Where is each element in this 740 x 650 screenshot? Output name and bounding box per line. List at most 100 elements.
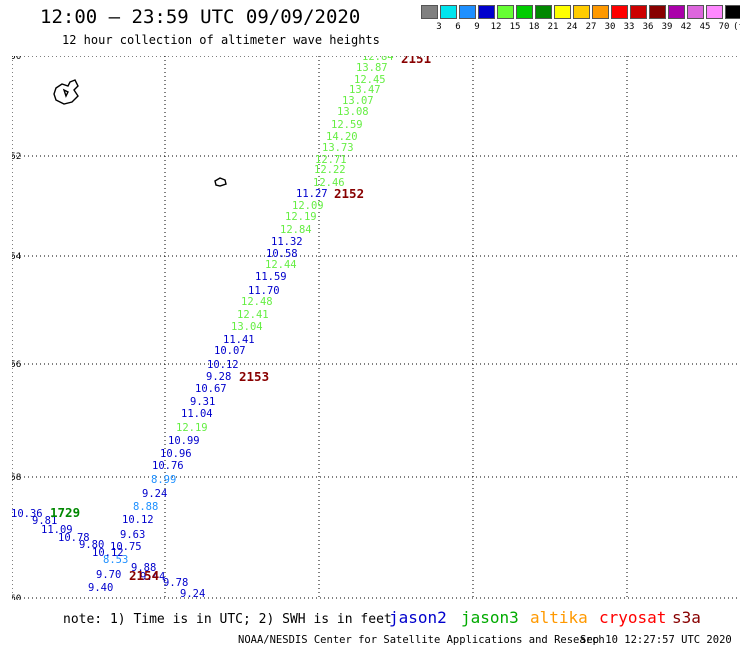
wave-height-reading: 11.70: [248, 285, 280, 297]
colorbar-swatch: [478, 5, 495, 19]
wave-height-reading: 10.76: [152, 460, 184, 472]
colorbar-label: (ft): [733, 22, 740, 32]
colorbar-swatch: [535, 5, 552, 19]
colorbar-swatch: [421, 5, 438, 19]
latitude-label: -54: [12, 252, 21, 262]
colorbar-label: 45: [699, 22, 711, 32]
wave-height-reading: 9.78: [163, 577, 188, 589]
wave-height-reading: 14.20: [326, 131, 358, 143]
track-time-label: 1729: [50, 505, 80, 520]
generation-timestamp: Sep 10 12:27:57 UTC 2020: [580, 634, 732, 646]
wave-height-reading: 9.63: [120, 529, 145, 541]
wave-height-reading: 11.27: [296, 188, 328, 200]
colorbar-label: 36: [642, 22, 654, 32]
wave-height-reading: 13.87: [356, 62, 388, 74]
lat-lon-grid: [12, 56, 740, 600]
map-subtitle: 12 hour collection of altimeter wave hei…: [62, 33, 380, 47]
wave-height-reading: 9.40: [88, 582, 113, 594]
colorbar-label: 18: [528, 22, 540, 32]
wave-height-reading: 9.24: [142, 488, 167, 500]
colorbar-swatch: [630, 5, 647, 19]
wave-height-reading: 13.47: [349, 84, 381, 96]
campbell-island-coastline: [214, 177, 227, 187]
coastline: [53, 79, 227, 187]
wave-height-reading: 11.59: [255, 271, 287, 283]
latitude-label: -60: [12, 594, 21, 600]
track-time-label: 2152: [334, 186, 364, 201]
legend-s3a: s3a: [672, 608, 701, 627]
wave-height-reading: 10.67: [195, 383, 227, 395]
wave-height-reading: 9.81: [32, 515, 57, 527]
colorbar-swatch: [497, 5, 514, 19]
map-background: [12, 56, 740, 600]
legend-jason3: jason3: [461, 608, 519, 627]
wave-height-reading: 12.59: [331, 119, 363, 131]
wave-height-reading: 12.84: [362, 56, 394, 63]
legend-altika: altika: [530, 608, 588, 627]
latitude-label: -50: [12, 56, 21, 62]
wave-height-reading: 12.09: [292, 200, 324, 212]
colorbar-label: 21: [547, 22, 559, 32]
wave-height-reading: 9.28: [206, 371, 231, 383]
wave-height-reading: 10.12: [207, 359, 239, 371]
wave-height-reading: 8.53: [103, 554, 128, 566]
wave-height-reading: 9.44: [140, 571, 165, 583]
colorbar-label: 42: [680, 22, 692, 32]
legend-jason2: jason2: [389, 608, 447, 627]
legend-cryosat: cryosat: [599, 608, 667, 627]
colorbar-swatch: [611, 5, 628, 19]
wave-height-reading: 13.73: [322, 142, 354, 154]
wave-height-reading: 10.78: [58, 532, 90, 544]
credit-line: NOAA/NESDIS Center for Satellite Applica…: [238, 634, 605, 646]
colorbar-label: 9: [474, 22, 480, 32]
wave-height-reading: 12.46: [313, 177, 345, 189]
auckland-islands-coastline: [53, 79, 79, 105]
wave-height-reading: 10.58: [266, 248, 298, 260]
wave-height-reading: 9.70: [96, 569, 121, 581]
colorbar-label: 24: [566, 22, 578, 32]
track-time-label: 2153: [239, 369, 269, 384]
wave-height-reading: 13.04: [231, 321, 263, 333]
wave-height-reading: 12.71: [315, 154, 347, 166]
wave-height-reading: 8.88: [133, 501, 158, 513]
colorbar-label: 27: [585, 22, 597, 32]
wave-height-reading: 12.48: [241, 296, 273, 308]
colorbar-swatch: [725, 5, 740, 19]
wave-height-reading: 11.32: [271, 236, 303, 248]
wave-height-reading: 9.80: [79, 539, 104, 551]
latitude-label: -58: [12, 473, 21, 483]
wave-height-reading: 13.08: [337, 106, 369, 118]
wave-height-reading: 11.04: [181, 408, 213, 420]
wave-height-reading: 10.12: [122, 514, 154, 526]
map-title: 12:00 — 23:59 UTC 09/09/2020: [40, 6, 361, 28]
latitude-label: -56: [12, 360, 21, 370]
track-label-layer: 2151 2152 2153 2154 1729: [50, 56, 431, 583]
colorbar-swatch: [554, 5, 571, 19]
wave-height-reading: 10.36: [12, 508, 43, 520]
colorbar-swatch: [649, 5, 666, 19]
wave-height-reading: 9.24: [180, 588, 205, 600]
wave-height-reading: 13.07: [342, 95, 374, 107]
colorbar-label: 6: [455, 22, 461, 32]
colorbar-label: 12: [490, 22, 502, 32]
wave-height-reading: 12.22: [314, 164, 346, 176]
wave-height-reading: 12.19: [285, 211, 317, 223]
colorbar-label: 30: [604, 22, 616, 32]
colorbar-label: 39: [661, 22, 673, 32]
wave-height-reading: 10.12: [92, 547, 124, 559]
wave-height-reading: 10.96: [160, 448, 192, 460]
colorbar-swatch: [668, 5, 685, 19]
wave-height-reading: 10.75: [110, 541, 142, 553]
colorbar-label: 3: [436, 22, 442, 32]
colorbar-label: 33: [623, 22, 635, 32]
colorbar-swatch: [706, 5, 723, 19]
wave-height-reading: 11.41: [223, 334, 255, 346]
latitude-label: -52: [12, 152, 21, 162]
track-time-label: 2154: [129, 568, 159, 583]
wave-height-reading: 12.44: [265, 259, 297, 271]
colorbar-swatch: [687, 5, 704, 19]
wave-height-reading: 8.99: [151, 474, 176, 486]
colorbar-swatch: [592, 5, 609, 19]
wave-height-reading: 12.84: [280, 224, 312, 236]
colorbar-swatch: [459, 5, 476, 19]
